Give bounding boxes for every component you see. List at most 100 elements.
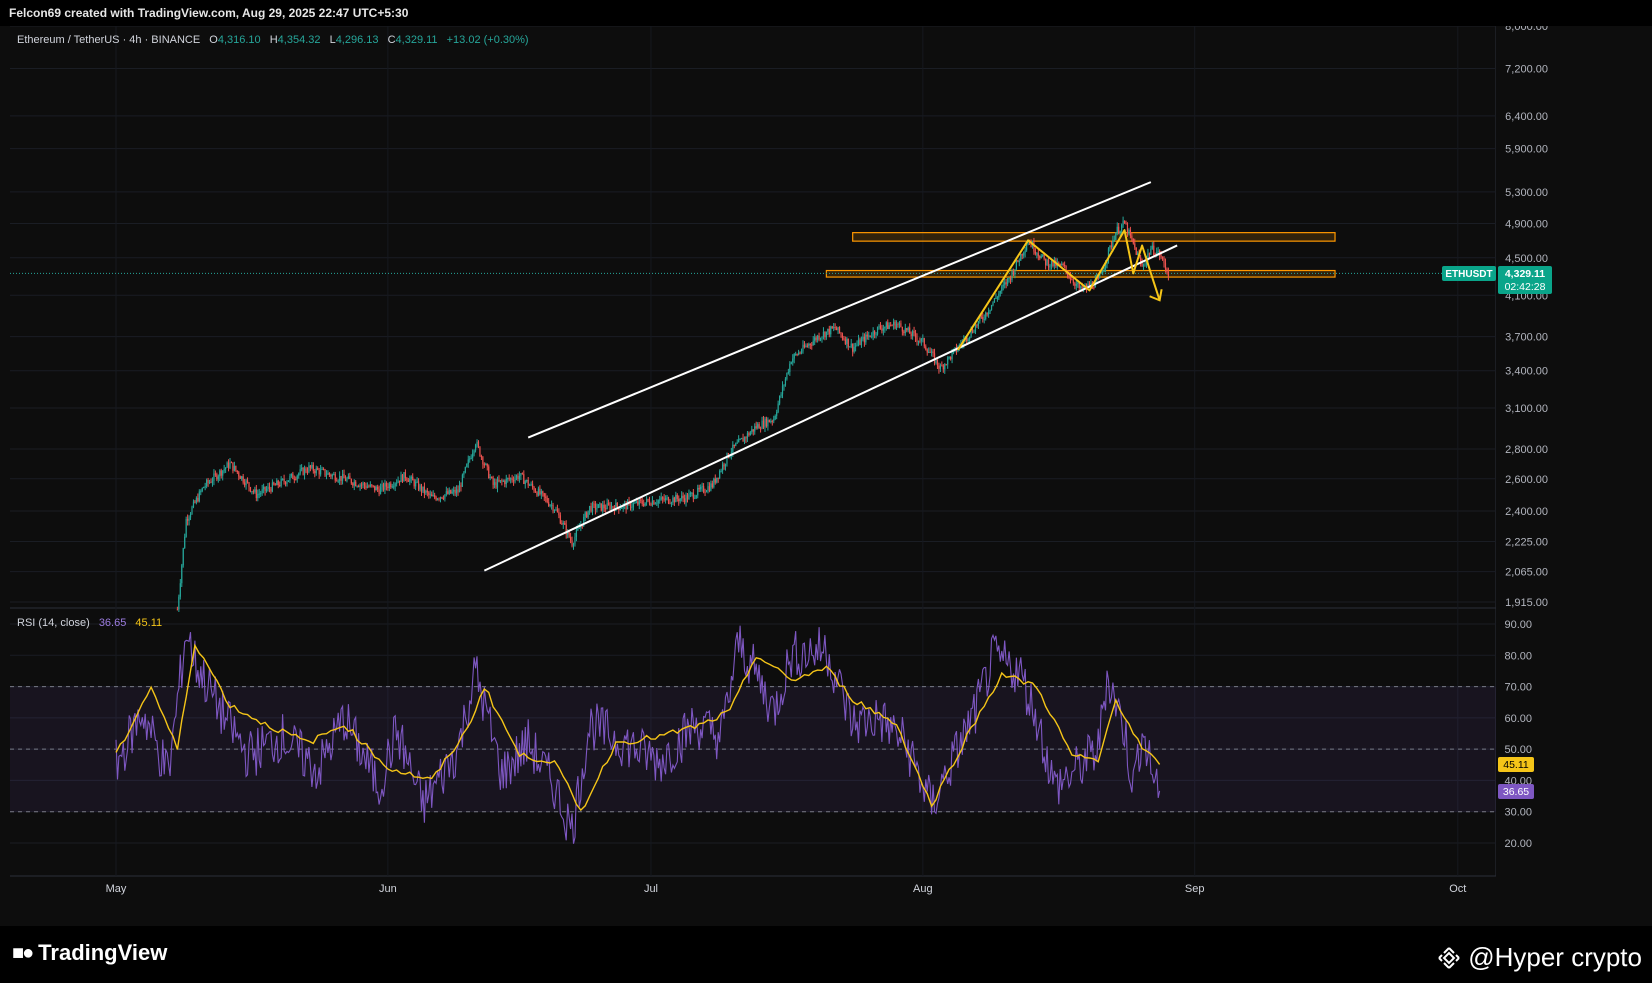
candle-body [384, 483, 386, 490]
pattern-drawing[interactable] [957, 229, 1161, 351]
candle-body [366, 486, 369, 488]
candle-body [700, 486, 702, 490]
candle-body [473, 450, 475, 454]
candle-body [561, 523, 563, 525]
candle-body [546, 497, 548, 503]
candle-body [515, 475, 518, 479]
rsi-band-fill [10, 686, 1496, 812]
price-pane[interactable] [10, 181, 1496, 612]
candles[interactable] [176, 216, 1169, 612]
candle-body [928, 351, 930, 353]
candle-body [1132, 238, 1134, 244]
candle-body [195, 497, 197, 503]
candle-body [336, 480, 338, 482]
candle-body [606, 503, 608, 510]
candle-body [675, 494, 677, 503]
candle-body [977, 321, 979, 326]
candle-body [745, 437, 747, 439]
candle-body [226, 462, 228, 468]
candle-body [708, 486, 711, 491]
candle-body [1030, 242, 1032, 247]
candle-body [836, 328, 838, 331]
rsi-tick-label: 50.00 [1504, 744, 1532, 756]
candle-body [245, 480, 247, 486]
candle-body [559, 515, 561, 524]
candle-body [512, 480, 515, 482]
candle-body [752, 429, 754, 432]
candle-body [686, 495, 689, 500]
candle-body [1072, 279, 1074, 284]
candle-body [298, 473, 300, 476]
candle-body [223, 469, 225, 471]
candle-body [428, 492, 430, 495]
candle-body [1014, 269, 1016, 275]
candle-body [1164, 263, 1167, 270]
candle-body [246, 480, 249, 483]
rsi-pane[interactable] [10, 625, 1496, 844]
candle-body [333, 474, 335, 476]
candle-body [605, 508, 607, 510]
candle-body [1129, 229, 1131, 236]
candle-body [932, 351, 934, 354]
candle-body [806, 345, 808, 347]
candle-body [457, 489, 459, 493]
candle-body [887, 322, 889, 329]
candle-body [501, 480, 503, 482]
candle-body [748, 433, 750, 436]
tradingview-logo[interactable]: ■● TradingView [12, 940, 167, 966]
candle-body [230, 462, 233, 464]
candle-body [463, 472, 465, 475]
candle-body [612, 506, 614, 508]
candle-body [466, 463, 468, 468]
candle-body [286, 481, 288, 485]
candle-body [657, 500, 659, 504]
candle-body [1103, 267, 1105, 272]
candle-body [394, 483, 396, 487]
candle-body [1037, 253, 1039, 257]
chart-svg[interactable]: 8,000.00 7,200.00 6,400.00 5,900.00 5,300.00… [10, 21, 1652, 926]
candle-body [1071, 279, 1073, 281]
candle-body [350, 479, 352, 484]
rsi-legend-value: 36.65 [99, 617, 127, 629]
chart-frame[interactable]: 8,000.00 7,200.00 6,400.00 5,900.00 5,300.00… [10, 21, 1652, 926]
candle-body [749, 432, 751, 436]
candle-body [322, 468, 325, 470]
candle-body [869, 335, 871, 337]
candle-body [233, 465, 235, 471]
candle-body [518, 475, 521, 480]
candle-body [368, 486, 370, 488]
candle-body [609, 504, 611, 510]
candle-body [990, 304, 993, 310]
candle-body [771, 420, 773, 422]
candle-body [647, 499, 649, 501]
rsi-tick-label: 90.00 [1504, 619, 1532, 631]
candle-body [925, 346, 927, 350]
candle-body [739, 439, 741, 441]
candle-body [429, 494, 431, 496]
candle-body [375, 486, 377, 491]
candle-body [733, 444, 735, 446]
low-label: L [330, 34, 336, 46]
candle-body [789, 363, 791, 373]
open-value: 4,316.10 [218, 34, 261, 46]
candle-body [263, 486, 265, 490]
candle-body [1102, 271, 1104, 273]
candle-body [1167, 272, 1169, 278]
candle-body [694, 497, 696, 499]
candle-body [404, 472, 407, 479]
candle-body [260, 493, 262, 495]
candle-body [479, 446, 481, 456]
candle-body [482, 457, 484, 465]
candle-body [1087, 283, 1089, 289]
candle-body [258, 493, 260, 495]
symbol-legend: Ethereum / TetherUS · 4h · BINANCE O4,31… [17, 34, 529, 46]
channel-upper-line[interactable] [527, 181, 1152, 439]
candle-body [358, 486, 360, 488]
candle-body [1024, 250, 1026, 253]
candle-body [483, 464, 485, 466]
symbol-title: Ethereum / TetherUS · 4h · BINANCE [17, 34, 200, 46]
candle-body [442, 498, 445, 500]
channel-lower-line[interactable] [483, 244, 1178, 572]
candle-body [220, 470, 222, 476]
candle-body [755, 426, 757, 428]
